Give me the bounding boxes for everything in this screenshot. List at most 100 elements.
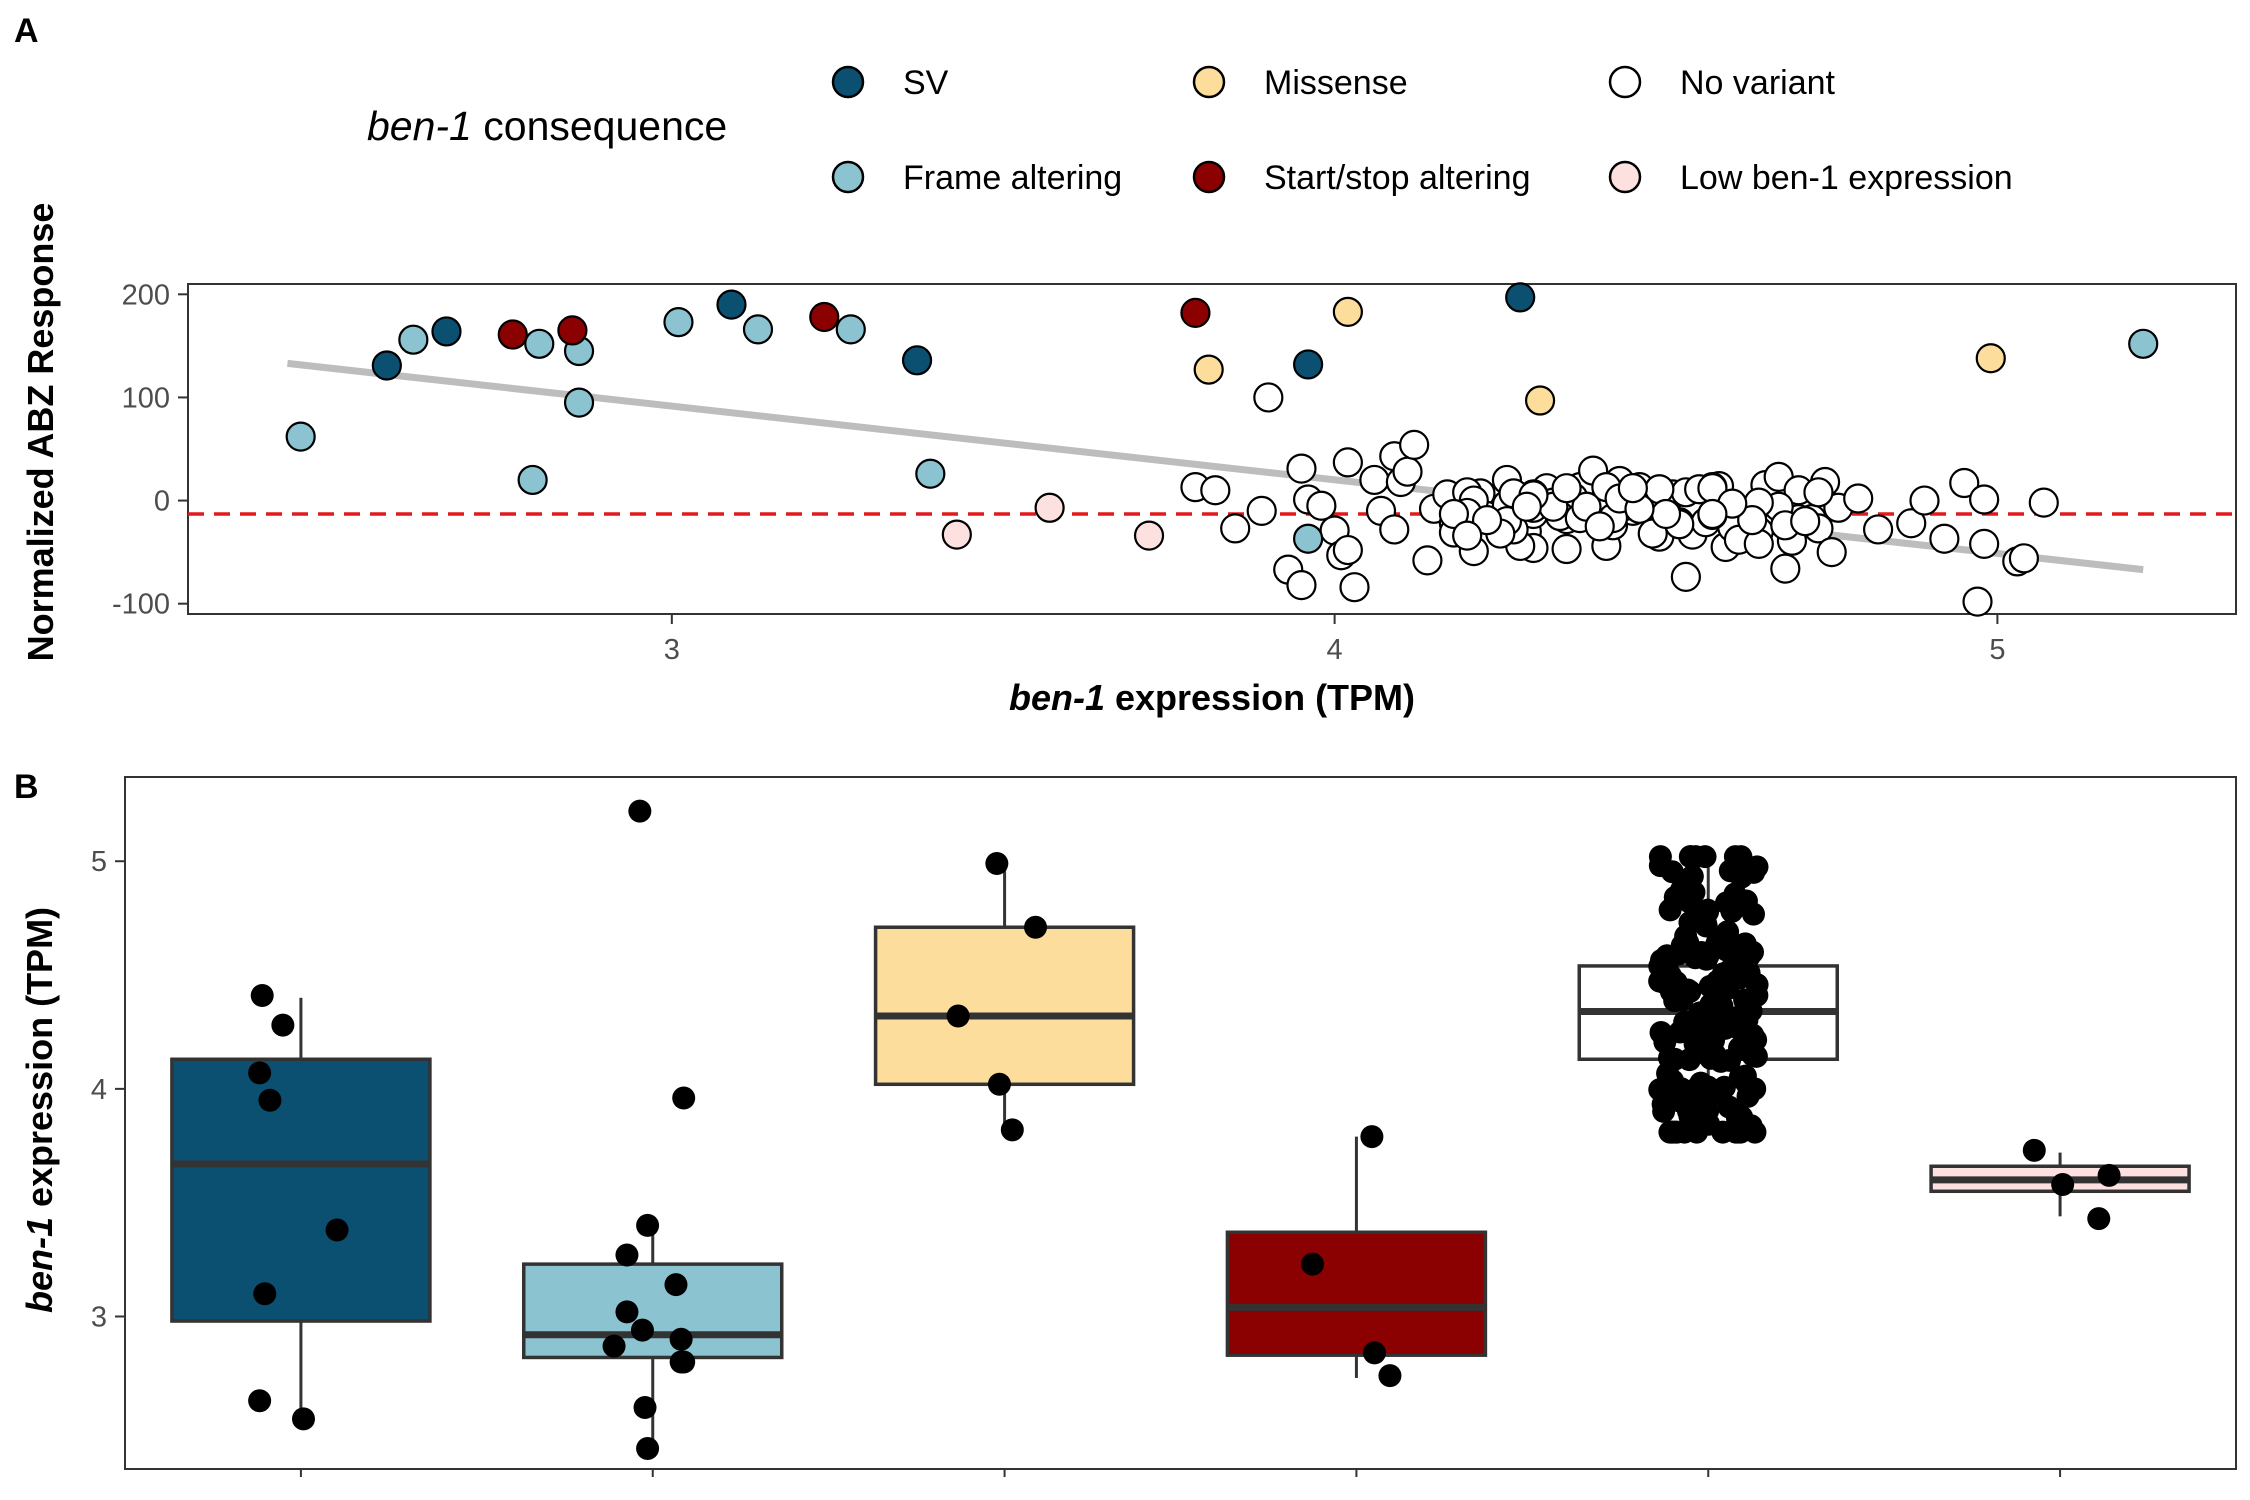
b-point-none bbox=[1663, 885, 1687, 909]
a-point-none bbox=[1286, 453, 1317, 484]
a-point-none bbox=[1220, 513, 1251, 544]
a-xtick-label: 5 bbox=[1989, 634, 2005, 666]
a-point-frame bbox=[285, 421, 316, 452]
b-point-frame bbox=[669, 1350, 693, 1374]
b-ytick-label: 3 bbox=[91, 1301, 107, 1333]
a-ytick-label: -100 bbox=[112, 589, 170, 621]
b-point-sv bbox=[248, 1389, 272, 1413]
legend-label-low: Low ben-1 expression bbox=[1680, 159, 2013, 197]
legend-title: ben-1 consequence bbox=[367, 103, 727, 149]
panel-a-label: A bbox=[14, 12, 39, 50]
a-point-none bbox=[1770, 553, 1801, 584]
b-point-none bbox=[1711, 1120, 1735, 1144]
b-ytick-label: 4 bbox=[91, 1074, 107, 1106]
b-point-missense bbox=[1024, 915, 1048, 939]
box-sv bbox=[170, 1057, 432, 1323]
b-point-none bbox=[1699, 1046, 1723, 1070]
b-point-missense bbox=[985, 852, 1009, 875]
trend-line bbox=[287, 359, 2144, 574]
a-point-sv bbox=[716, 289, 747, 320]
b-point-none bbox=[1736, 1084, 1760, 1108]
b-point-none bbox=[1717, 1095, 1741, 1119]
a-point-none bbox=[1551, 533, 1582, 565]
a-point-none bbox=[1452, 520, 1483, 551]
a-point-startstop bbox=[809, 301, 840, 333]
a-point-none bbox=[1816, 537, 1847, 568]
a-point-none bbox=[1949, 467, 1980, 499]
legend-swatch-startstop bbox=[1192, 160, 1226, 194]
b-point-missense bbox=[987, 1072, 1011, 1096]
panel-a: -100 0 100 200 3 4 5 ben-1 expression (TPM) No… bbox=[20, 203, 2237, 718]
b-point-frame bbox=[669, 1327, 693, 1351]
a-point-none bbox=[1843, 483, 1874, 514]
a-point-frame bbox=[1293, 523, 1324, 554]
b-point-frame bbox=[615, 1300, 639, 1324]
panel-a-ylabel: Normalized ABZ Response bbox=[20, 203, 61, 662]
b-point-none bbox=[1678, 911, 1702, 935]
b-point-none bbox=[1731, 938, 1755, 962]
b-point-frame bbox=[672, 1086, 696, 1110]
box-startstop bbox=[1225, 1230, 1488, 1357]
a-point-none bbox=[1339, 572, 1370, 603]
b-point-none bbox=[1741, 1043, 1765, 1067]
a-point-missense bbox=[1524, 385, 1556, 416]
a-point-frame bbox=[742, 314, 774, 345]
legend-swatch-frame bbox=[831, 160, 865, 194]
legend-swatch-none bbox=[1608, 65, 1642, 99]
panel-b-ylabel: ben-1 expression (TPM) bbox=[19, 907, 60, 1313]
a-point-none bbox=[1412, 545, 1443, 576]
a-xtick-label: 3 bbox=[664, 634, 680, 666]
a-point-none bbox=[1790, 506, 1821, 537]
a-xtick-label: 4 bbox=[1327, 634, 1343, 666]
a-point-missense bbox=[1193, 354, 1224, 385]
b-point-none bbox=[1663, 989, 1687, 1013]
b-point-none bbox=[1648, 854, 1672, 878]
b-point-none bbox=[1694, 947, 1718, 971]
a-point-none bbox=[1737, 505, 1768, 536]
a-point-missense bbox=[1332, 296, 1363, 327]
b-point-none bbox=[1743, 1120, 1767, 1144]
legend-label-none: No variant bbox=[1680, 64, 1836, 102]
a-point-none bbox=[1909, 485, 1940, 516]
a-point-sv bbox=[371, 350, 402, 381]
a-point-none bbox=[2028, 487, 2059, 518]
a-point-none bbox=[1969, 484, 2000, 515]
b-point-sv bbox=[250, 984, 274, 1008]
a-point-none bbox=[1253, 382, 1284, 413]
b-point-none bbox=[1718, 1048, 1742, 1072]
a-point-startstop bbox=[497, 319, 528, 350]
b-point-none bbox=[1713, 923, 1737, 947]
legend-label-startstop: Start/stop altering bbox=[1264, 159, 1530, 197]
b-point-sv bbox=[271, 1013, 295, 1037]
a-point-none bbox=[1306, 490, 1337, 521]
a-point-frame bbox=[524, 328, 555, 359]
a-point-none bbox=[1332, 534, 1363, 566]
legend-label-sv: SV bbox=[903, 64, 949, 102]
a-point-none bbox=[1286, 570, 1317, 601]
b-point-sv bbox=[253, 1282, 277, 1306]
b-point-frame bbox=[636, 1437, 660, 1461]
b-point-sv bbox=[325, 1218, 349, 1242]
b-ytick-label: 5 bbox=[91, 846, 107, 878]
b-point-frame bbox=[633, 1396, 657, 1420]
b-point-sv bbox=[258, 1088, 282, 1112]
b-point-sv bbox=[291, 1407, 315, 1431]
b-point-low bbox=[2051, 1172, 2075, 1196]
b-point-frame bbox=[602, 1334, 626, 1358]
legend-swatch-missense bbox=[1192, 65, 1226, 99]
b-point-low bbox=[2022, 1138, 2046, 1162]
a-point-none bbox=[1438, 498, 1470, 530]
b-point-sv bbox=[248, 1061, 272, 1085]
legend-swatch-sv bbox=[831, 65, 865, 99]
a-point-none bbox=[1332, 447, 1363, 478]
b-point-startstop bbox=[1362, 1341, 1386, 1365]
b-point-startstop bbox=[1360, 1125, 1384, 1149]
a-point-none bbox=[1862, 514, 1894, 545]
a-point-none bbox=[1670, 561, 1701, 592]
b-point-none bbox=[1672, 1120, 1696, 1144]
legend: ben-1 consequence SV Missense No variant Fr… bbox=[367, 64, 2013, 197]
b-point-none bbox=[1677, 1048, 1701, 1072]
a-point-none bbox=[1399, 429, 1430, 460]
b-point-none bbox=[1705, 969, 1729, 993]
a-point-frame bbox=[915, 458, 946, 489]
